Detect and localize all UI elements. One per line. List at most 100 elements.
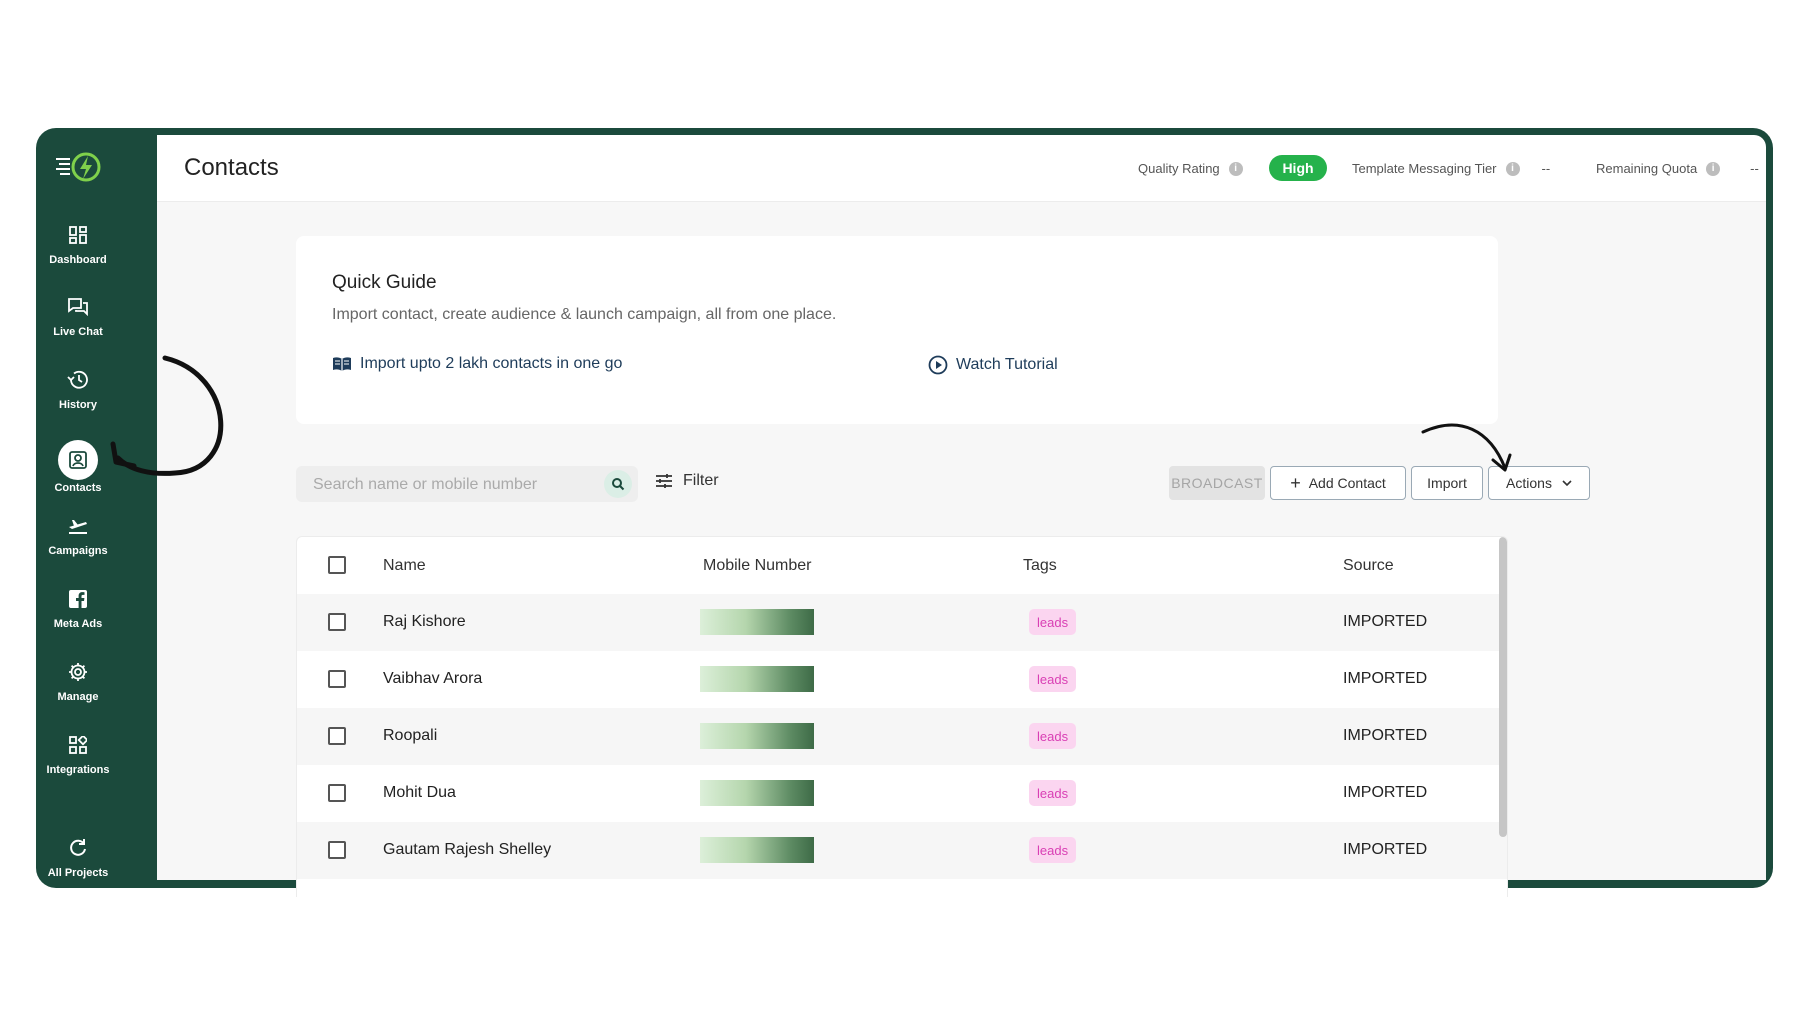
import-contacts-link-text: Import upto 2 lakh contacts in one go (360, 355, 623, 372)
contact-name: Vaibhav Arora (383, 670, 483, 687)
mobile-number-redacted (700, 609, 814, 635)
row-checkbox[interactable] (328, 727, 346, 745)
search-input[interactable] (311, 475, 585, 495)
contact-source: IMPORTED (1343, 841, 1428, 858)
contact-source: IMPORTED (1343, 670, 1428, 687)
sidebar-item-live-chat[interactable]: Live Chat (36, 294, 120, 358)
import-contacts-link[interactable]: Import upto 2 lakh contacts in one go (332, 355, 622, 373)
sidebar-item-history[interactable]: History (36, 367, 120, 431)
filter-label: Filter (683, 472, 719, 489)
actions-dropdown[interactable]: Actions (1488, 466, 1590, 500)
tag-badge: leads (1029, 780, 1077, 806)
sidebar-item-all-projects[interactable]: All Projects (36, 835, 120, 899)
table-row[interactable]: Vaibhav Arora leads IMPORTED I (297, 651, 1507, 708)
template-tier-value: -- (1541, 161, 1551, 176)
contact-name: Gautam Rajesh Shelley (383, 841, 552, 858)
page-title: Contacts (184, 154, 279, 181)
filter-button[interactable]: Filter (655, 472, 719, 490)
info-icon[interactable]: i (1706, 161, 1721, 176)
tag-badge: leads (1029, 609, 1077, 635)
contact-source: IMPORTED (1343, 727, 1428, 744)
sidebar-item-label: Campaigns (48, 545, 108, 557)
app-content: Contacts Quality Rating i High Template … (36, 128, 1773, 897)
template-tier: Template Messaging Tier i -- (1352, 161, 1550, 176)
contacts-table: Name Mobile Number Tags Source S Raj Kis… (296, 536, 1508, 897)
watch-tutorial-link[interactable]: Watch Tutorial (928, 355, 1058, 375)
mobile-number-redacted (700, 723, 814, 749)
broadcast-button[interactable]: BROADCAST (1169, 466, 1265, 500)
sidebar-item-label: Contacts (54, 482, 102, 494)
gear-icon (65, 659, 91, 685)
integrations-icon (65, 732, 91, 758)
remaining-quota-label: Remaining Quota (1596, 161, 1698, 176)
search-button[interactable] (604, 470, 632, 498)
info-icon[interactable]: i (1228, 161, 1243, 176)
watch-tutorial-link-text: Watch Tutorial (956, 356, 1058, 373)
quality-rating: Quality Rating i (1138, 161, 1243, 176)
sidebar-item-label: Integrations (46, 764, 110, 776)
quality-rating-badge: High (1269, 155, 1327, 181)
top-header: Contacts Quality Rating i High Template … (157, 135, 1766, 202)
tag-badge: leads (1029, 666, 1077, 692)
contacts-icon (58, 440, 98, 480)
contact-name: Mohit Dua (383, 784, 456, 801)
sidebar-item-integrations[interactable]: Integrations (36, 732, 120, 796)
contact-name: Raj Kishore (383, 613, 466, 630)
sidebar-item-manage[interactable]: Manage (36, 659, 120, 723)
history-icon (65, 367, 91, 393)
sidebar-item-label: Manage (57, 691, 99, 703)
quick-guide-card: Quick Guide Import contact, create audie… (296, 236, 1498, 424)
info-icon[interactable]: i (1505, 161, 1520, 176)
sidebar-item-label: History (59, 399, 97, 411)
sidebar-item-label: Meta Ads (53, 618, 103, 630)
row-checkbox[interactable] (328, 784, 346, 802)
remaining-quota: Remaining Quota i -- (1596, 161, 1759, 176)
actions-label: Actions (1506, 475, 1552, 491)
search-box (296, 466, 638, 502)
column-header-name[interactable]: Name (383, 557, 426, 574)
add-contact-label: Add Contact (1308, 475, 1386, 491)
book-icon (332, 356, 352, 372)
column-header-tags[interactable]: Tags (1023, 557, 1057, 574)
remaining-quota-value: -- (1750, 161, 1759, 176)
sidebar-item-label: All Projects (47, 867, 109, 879)
sidebar-item-label: Live Chat (53, 326, 103, 338)
logo-icon[interactable] (56, 152, 102, 182)
plus-icon: + (1290, 473, 1301, 493)
template-tier-label: Template Messaging Tier (1352, 161, 1497, 176)
select-all-checkbox[interactable] (328, 556, 346, 574)
sidebar-item-dashboard[interactable]: Dashboard (36, 222, 120, 286)
quick-guide-title: Quick Guide (332, 272, 437, 293)
row-checkbox[interactable] (328, 613, 346, 631)
facebook-icon (65, 586, 91, 612)
column-header-mobile[interactable]: Mobile Number (703, 557, 812, 574)
mobile-number-redacted (700, 837, 814, 863)
table-row[interactable]: Raj Kishore leads IMPORTED I (297, 594, 1507, 651)
chat-icon (65, 294, 91, 320)
plane-icon (65, 513, 91, 539)
row-checkbox[interactable] (328, 841, 346, 859)
sidebar-item-meta-ads[interactable]: Meta Ads (36, 586, 120, 650)
table-row[interactable]: Mohit Dua leads IMPORTED I (297, 765, 1507, 822)
refresh-icon (65, 835, 91, 861)
tag-badge: leads (1029, 837, 1077, 863)
search-icon (612, 478, 625, 491)
contact-name: Roopali (383, 727, 438, 744)
mobile-number-redacted (700, 666, 814, 692)
table-header-row: Name Mobile Number Tags Source S (297, 537, 1507, 594)
play-icon (928, 355, 948, 375)
sidebar-item-campaigns[interactable]: Campaigns (36, 513, 120, 577)
sidebar-item-contacts[interactable]: Contacts (36, 440, 120, 512)
dashboard-icon (65, 222, 91, 248)
sidebar: Dashboard Live Chat History (36, 128, 120, 888)
table-scrollbar[interactable] (1499, 537, 1507, 837)
add-contact-button[interactable]: + Add Contact (1270, 466, 1406, 500)
contact-source: IMPORTED (1343, 784, 1428, 801)
row-checkbox[interactable] (328, 670, 346, 688)
table-row[interactable]: Roopali leads IMPORTED I (297, 708, 1507, 765)
import-button[interactable]: Import (1411, 466, 1483, 500)
table-row[interactable]: Gautam Rajesh Shelley leads IMPORTED I (297, 822, 1507, 879)
quick-guide-subtitle: Import contact, create audience & launch… (332, 306, 837, 323)
quality-rating-label: Quality Rating (1138, 161, 1220, 176)
column-header-source[interactable]: Source (1343, 557, 1394, 574)
